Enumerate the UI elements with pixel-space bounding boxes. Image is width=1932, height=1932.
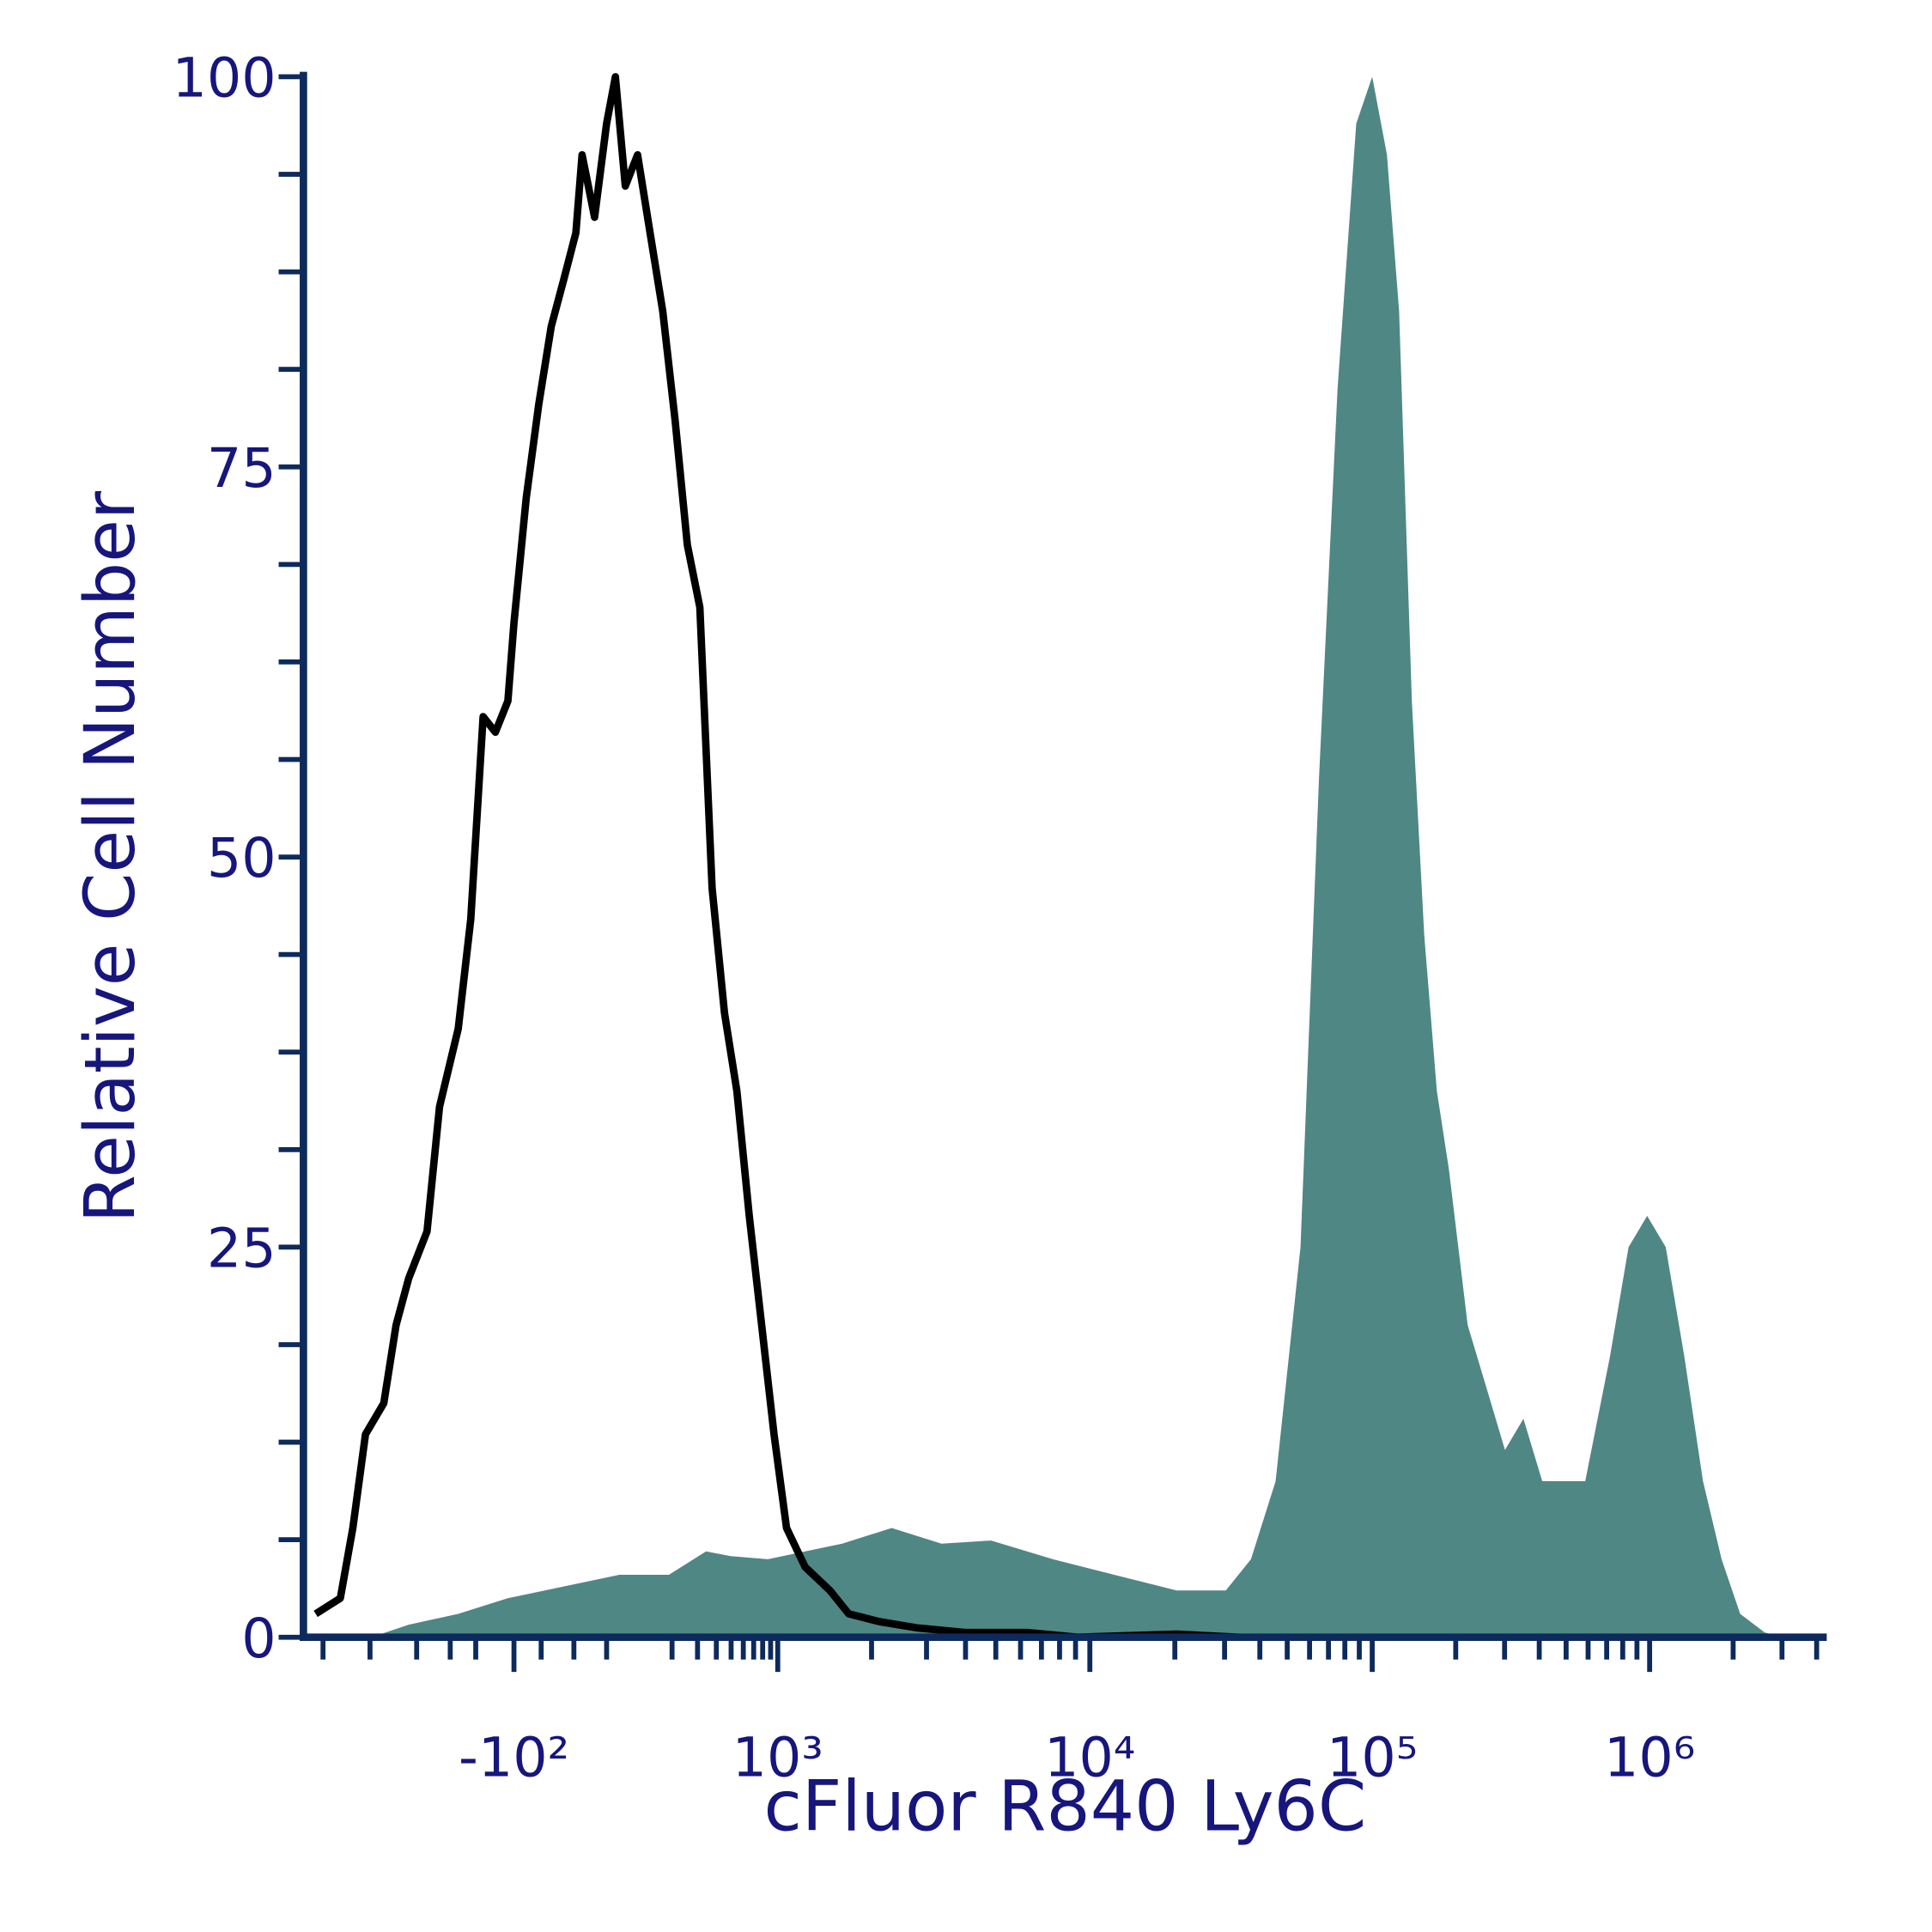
y-axis-title: Relative Cell Number <box>70 490 151 1223</box>
histogram-line <box>313 73 1239 1642</box>
x-tick-label: 10⁵ <box>1327 1725 1418 1789</box>
x-tick-label: 10³ <box>732 1725 823 1789</box>
y-tick-label: 50 <box>207 826 276 890</box>
plot-area: 0 25 50 75 100 -10² 10³ 10⁴ 10⁵ 10⁶ <box>173 46 1827 1789</box>
x-tick-label: -10² <box>459 1725 569 1789</box>
y-tick-label: 100 <box>173 46 276 110</box>
y-tick-label: 25 <box>207 1216 276 1279</box>
x-axis-title: cFluor R840 Ly6C <box>764 1767 1367 1848</box>
x-tick-label: 10⁶ <box>1604 1725 1695 1789</box>
x-tick-label: 10⁴ <box>1044 1725 1135 1789</box>
y-tick-label: 75 <box>207 436 276 500</box>
y-tick-label: 0 <box>241 1607 276 1670</box>
histogram-area <box>309 76 1783 1637</box>
